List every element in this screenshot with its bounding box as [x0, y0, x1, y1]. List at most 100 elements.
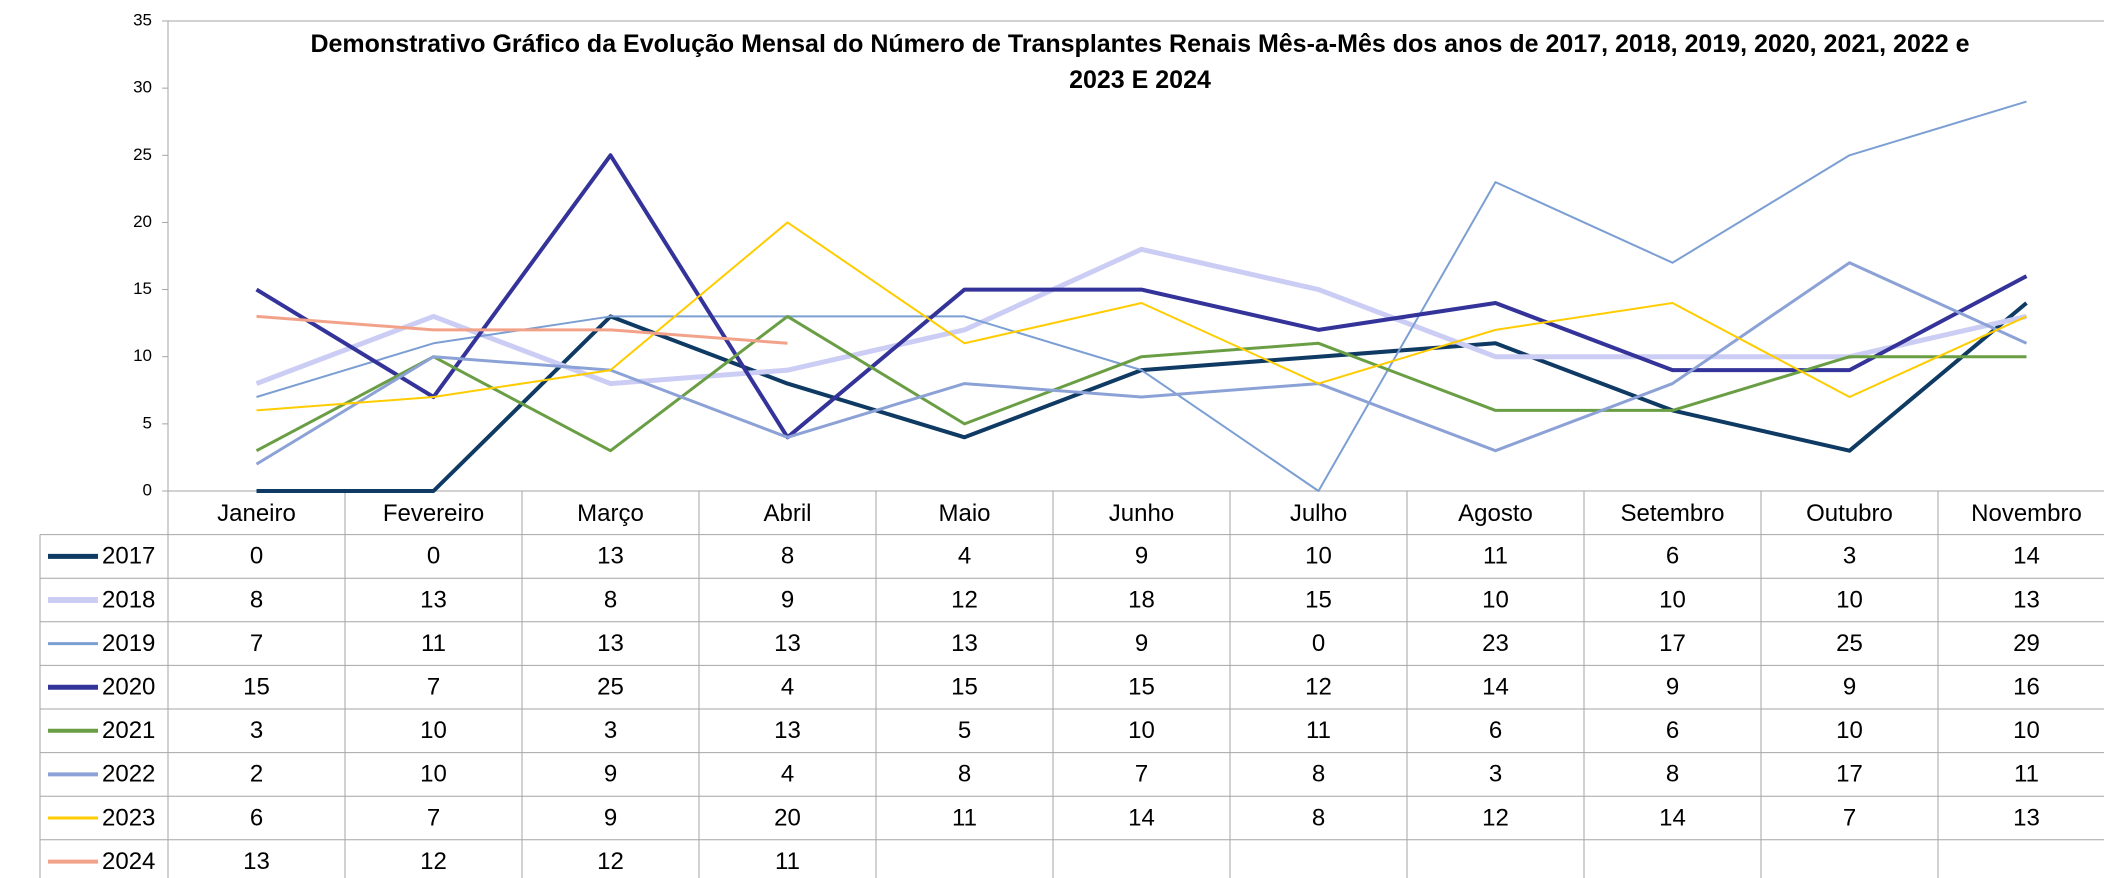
x-tick-label: Setembro: [1620, 500, 1724, 527]
series-line: [255, 153, 2028, 440]
table-value: 7: [427, 674, 440, 701]
series-line: [256, 100, 2027, 492]
table-value: 13: [243, 848, 270, 875]
legend-label: 2017: [102, 543, 155, 570]
table-value: 0: [1312, 630, 1325, 657]
table-value: 3: [604, 717, 617, 744]
x-tick-label: Janeiro: [217, 500, 296, 527]
x-tick-label: Março: [577, 500, 644, 527]
table-value: 11: [421, 630, 446, 657]
table-value: 15: [951, 674, 978, 701]
table-value: 11: [775, 848, 800, 875]
table-value: 13: [774, 717, 801, 744]
series-line: [255, 314, 2027, 453]
table-value: 10: [2013, 717, 2040, 744]
chart-title: Demonstrativo Gráfico da Evolução Mensal…: [310, 30, 1970, 94]
x-tick-label: Agosto: [1458, 500, 1533, 527]
table-value: 13: [774, 630, 801, 657]
x-tick-label: Fevereiro: [383, 500, 484, 527]
table-value: 9: [781, 586, 794, 613]
table-value: 10: [1836, 586, 1863, 613]
y-tick-label: 5: [143, 413, 152, 432]
table-value: 10: [1128, 717, 1155, 744]
table-value: 12: [420, 848, 447, 875]
y-tick-label: 30: [133, 78, 152, 97]
legend-label: 2018: [102, 586, 155, 613]
y-tick-label: 25: [133, 145, 152, 164]
table-value: 0: [427, 543, 440, 570]
table-value: 7: [1135, 761, 1148, 788]
table-value: 11: [952, 804, 977, 831]
table-value: 25: [597, 674, 624, 701]
table-value: 23: [1482, 630, 1509, 657]
legend-label: 2023: [102, 804, 155, 831]
table-value: 14: [1659, 804, 1686, 831]
table-value: 9: [604, 804, 617, 831]
table-value: 13: [597, 543, 624, 570]
y-tick-label: 20: [133, 212, 152, 231]
table-value: 7: [1843, 804, 1856, 831]
table-value: 13: [597, 630, 624, 657]
table-value: 2: [250, 761, 263, 788]
table-value: 20: [774, 804, 801, 831]
table-value: 0: [250, 543, 263, 570]
table-value: 6: [1666, 543, 1679, 570]
table-value: 7: [250, 630, 263, 657]
x-tick-label: Julho: [1290, 500, 1347, 527]
table-value: 10: [1482, 586, 1509, 613]
table-value: 11: [2014, 761, 2039, 788]
table-value: 15: [1128, 674, 1155, 701]
table-value: 4: [958, 543, 971, 570]
table-value: 8: [1312, 804, 1325, 831]
x-tick-label: Outubro: [1806, 500, 1893, 527]
table-value: 6: [250, 804, 263, 831]
table-value: 14: [1128, 804, 1155, 831]
series-line: [256, 221, 2027, 412]
table-value: 18: [1128, 586, 1155, 613]
legend-label: 2022: [102, 761, 155, 788]
table-value: 17: [1836, 761, 1863, 788]
table-value: 14: [1482, 674, 1509, 701]
table-value: 10: [420, 761, 447, 788]
table-value: 6: [1666, 717, 1679, 744]
table-value: 25: [1836, 630, 1863, 657]
table-value: 13: [951, 630, 978, 657]
table-value: 11: [1306, 717, 1331, 744]
table-value: 7: [427, 804, 440, 831]
table-value: 12: [1482, 804, 1509, 831]
table-value: 12: [951, 586, 978, 613]
table-value: 4: [781, 761, 794, 788]
table-value: 9: [1135, 543, 1148, 570]
table-value: 9: [1843, 674, 1856, 701]
plot-frame: [167, 20, 2104, 492]
table-value: 10: [1305, 543, 1332, 570]
table-value: 15: [243, 674, 270, 701]
x-tick-label: Novembro: [1971, 500, 2082, 527]
table-value: 10: [1836, 717, 1863, 744]
x-tick-label: Maio: [938, 500, 990, 527]
series-line: [255, 246, 2028, 387]
series-line: [255, 261, 2028, 466]
series-line: [256, 314, 788, 345]
table-value: 17: [1659, 630, 1686, 657]
table-value: 13: [2013, 586, 2040, 613]
table-value: 4: [781, 674, 794, 701]
legend-label: 2019: [102, 630, 155, 657]
table-value: 8: [958, 761, 971, 788]
table-value: 8: [1312, 761, 1325, 788]
table-value: 12: [1305, 674, 1332, 701]
legend-label: 2020: [102, 674, 155, 701]
y-tick-label: 35: [133, 10, 152, 29]
table-value: 29: [2013, 630, 2040, 657]
table-value: 8: [781, 543, 794, 570]
table-value: 15: [1305, 586, 1332, 613]
table-value: 9: [1666, 674, 1679, 701]
table-value: 3: [1489, 761, 1502, 788]
y-tick-label: 15: [133, 279, 152, 298]
table-value: 14: [2013, 543, 2040, 570]
table-value: 16: [2013, 674, 2040, 701]
table-value: 3: [1843, 543, 1856, 570]
table-value: 5: [958, 717, 971, 744]
table-value: 3: [250, 717, 263, 744]
